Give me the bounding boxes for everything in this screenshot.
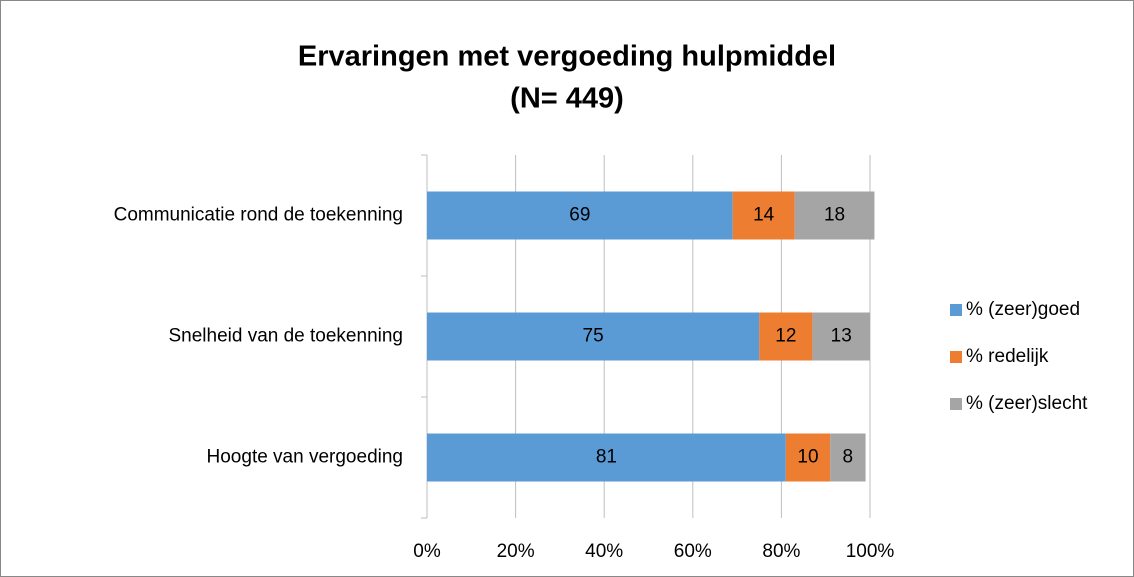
y-tick-label: Hoogte van vergoeding bbox=[207, 447, 403, 468]
data-label: 81 bbox=[596, 447, 617, 468]
data-label: 14 bbox=[753, 205, 775, 226]
bar-segment bbox=[427, 312, 760, 361]
chart-subtitle: (N= 449) bbox=[510, 83, 624, 115]
data-label: 69 bbox=[569, 205, 590, 226]
data-label: 13 bbox=[831, 326, 852, 347]
data-label: 18 bbox=[824, 205, 845, 226]
x-tick-label: 40% bbox=[585, 541, 623, 562]
bar-segment bbox=[785, 433, 831, 482]
bar-segment bbox=[732, 191, 795, 240]
bar-segment bbox=[759, 312, 813, 361]
legend-label: % (zeer)slecht bbox=[966, 393, 1088, 414]
legend-swatch bbox=[950, 398, 962, 410]
legend-label: % redelijk bbox=[966, 346, 1049, 367]
legend-swatch bbox=[950, 351, 962, 363]
legend-label: % (zeer)goed bbox=[966, 299, 1080, 320]
x-tick-label: 100% bbox=[846, 541, 895, 562]
bar-segment bbox=[794, 191, 875, 240]
y-tick-label: Communicatie rond de toekenning bbox=[114, 205, 403, 226]
x-tick-label: 60% bbox=[674, 541, 712, 562]
y-tick-label: Snelheid van de toekenning bbox=[168, 326, 403, 347]
data-label: 10 bbox=[797, 447, 818, 468]
x-tick-label: 20% bbox=[497, 541, 535, 562]
data-label: 8 bbox=[843, 447, 854, 468]
bar-segment bbox=[427, 191, 733, 240]
data-label: 12 bbox=[775, 326, 796, 347]
chart-title: Ervaringen met vergoeding hulpmiddel bbox=[298, 41, 836, 73]
x-tick-label: 0% bbox=[413, 541, 441, 562]
bar-segment bbox=[812, 312, 870, 361]
x-tick-label: 80% bbox=[762, 541, 800, 562]
bar-segment bbox=[830, 433, 866, 482]
legend-swatch bbox=[950, 304, 962, 316]
bar-segment bbox=[427, 433, 786, 482]
data-label: 75 bbox=[583, 326, 604, 347]
